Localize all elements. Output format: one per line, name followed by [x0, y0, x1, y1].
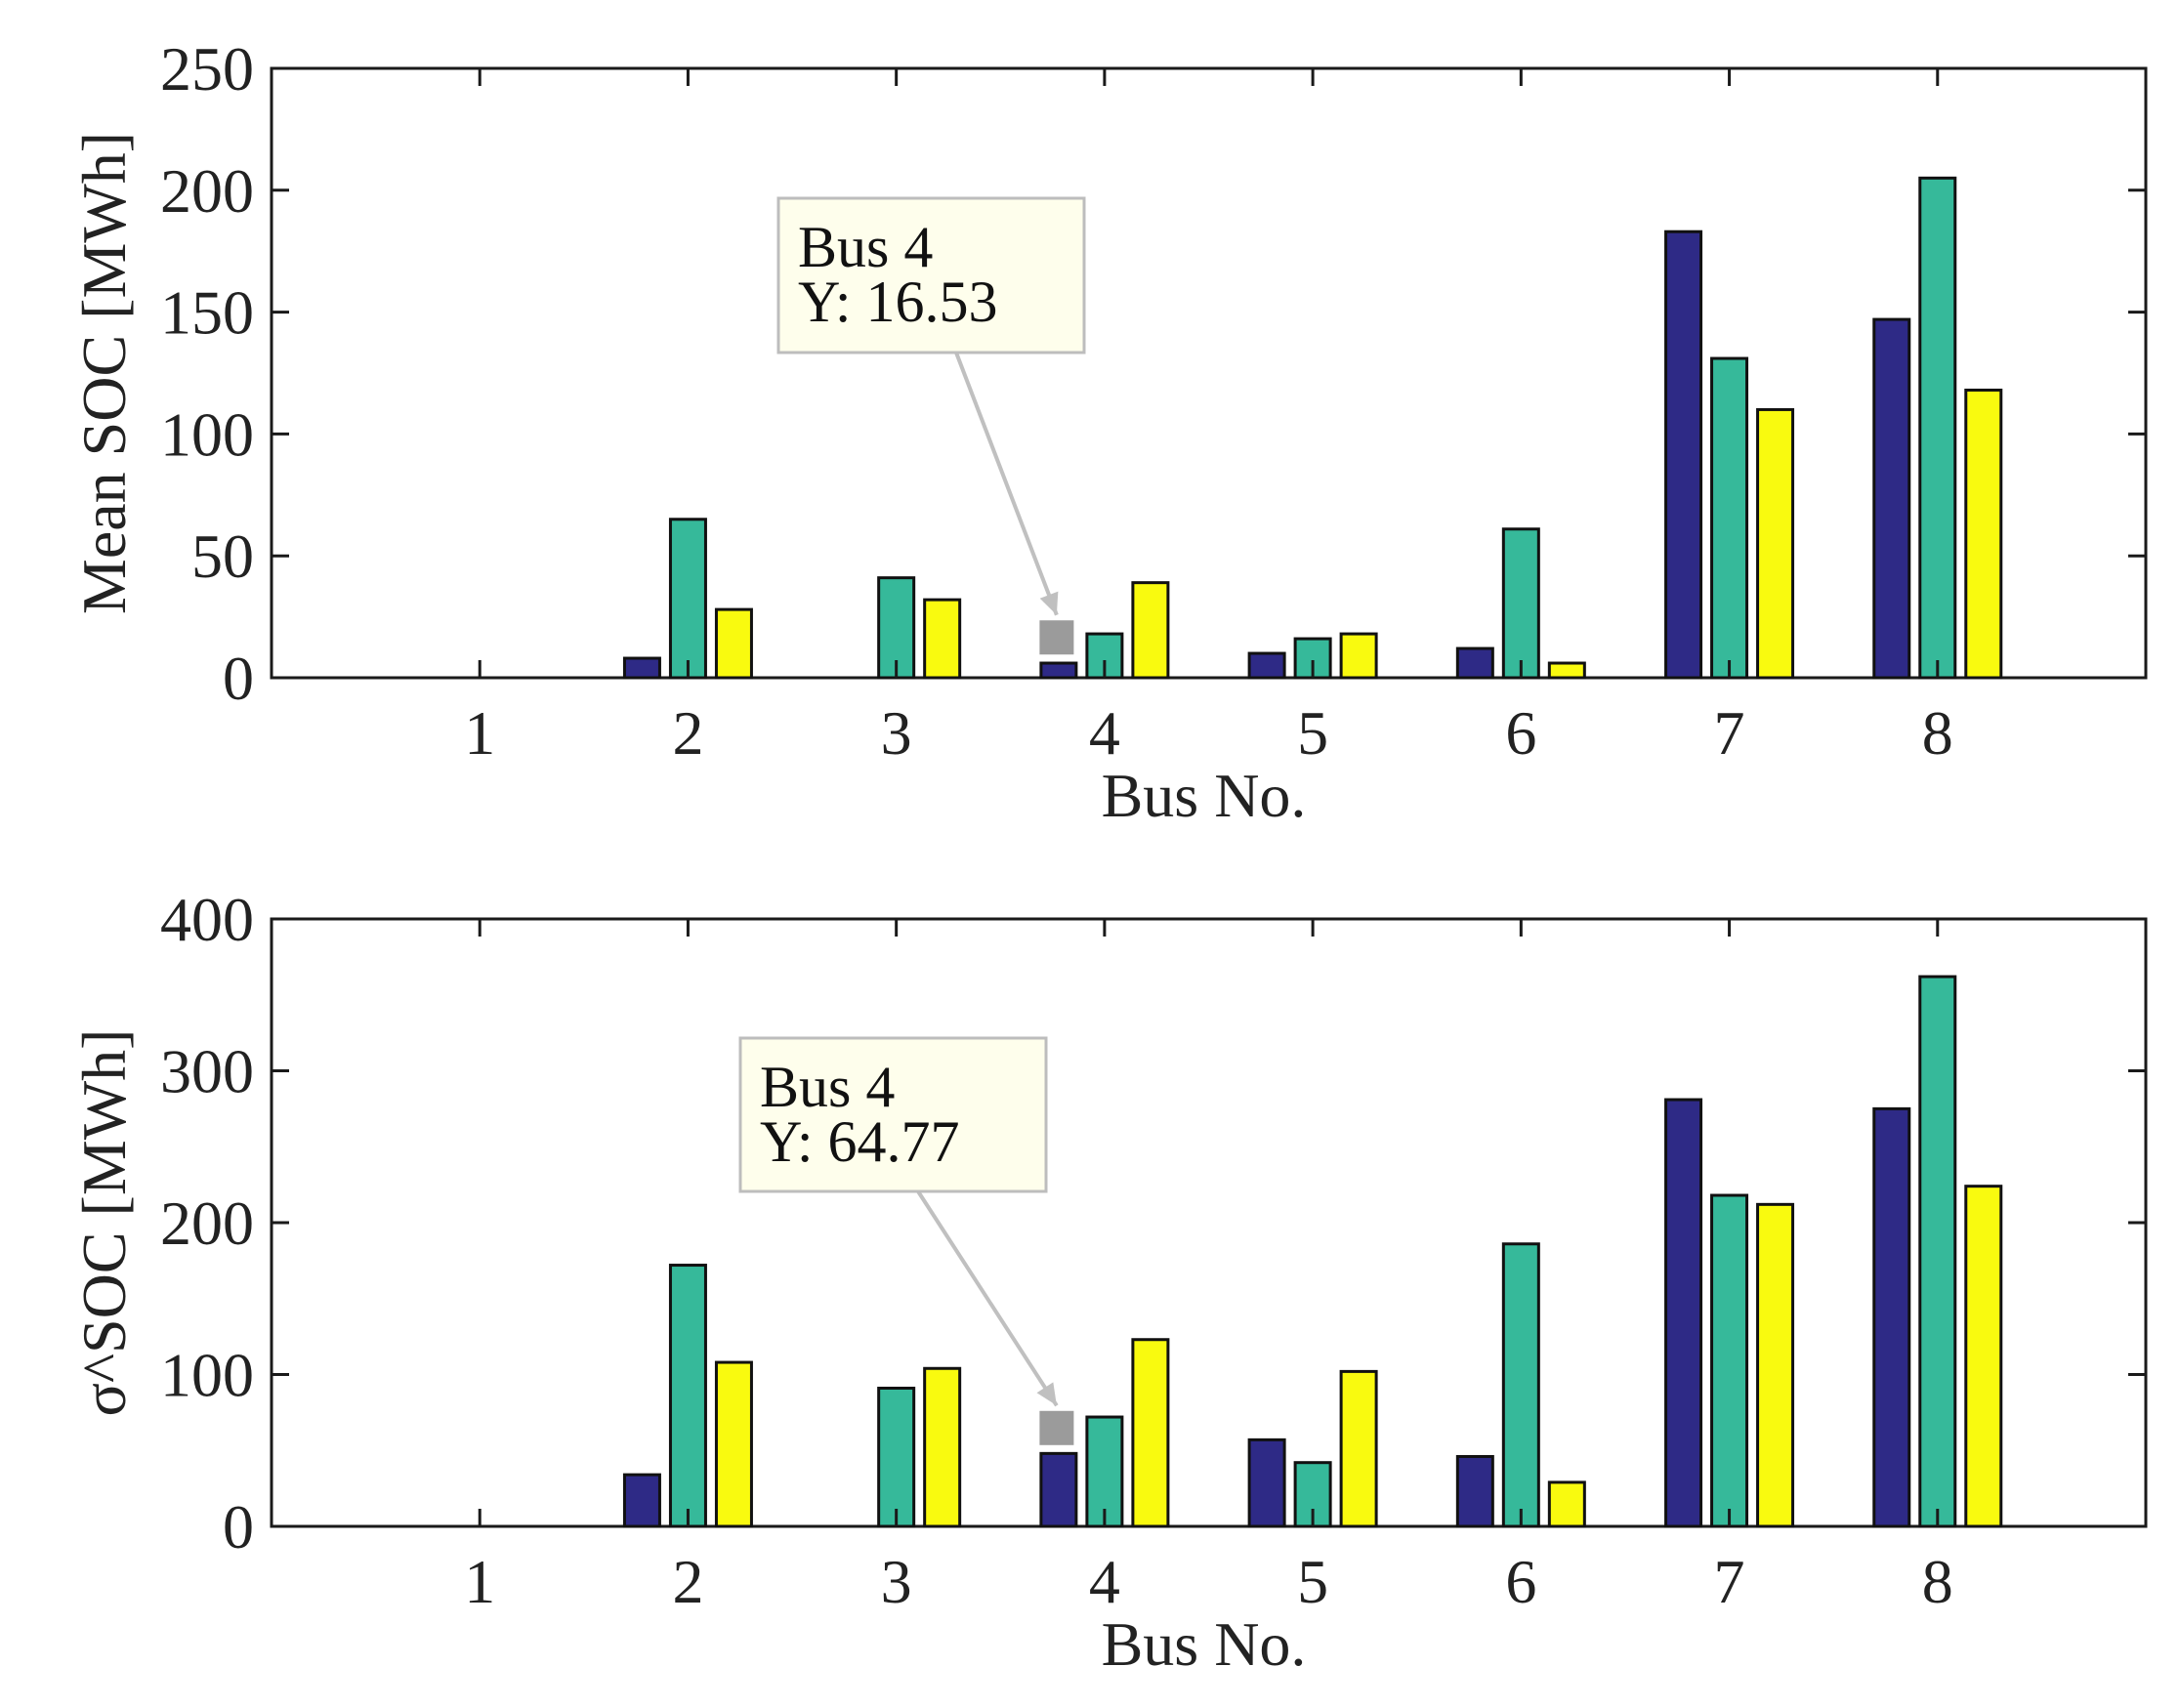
- bar-bus-2-series-3[interactable]: [714, 1360, 753, 1528]
- bar-bus-4-series-3[interactable]: [1131, 1338, 1170, 1528]
- bar-bus-2-series-2[interactable]: [668, 1264, 707, 1528]
- bar-bus-8-series-1[interactable]: [1872, 1106, 1911, 1528]
- x-tick-label: 8: [1922, 698, 1953, 768]
- bars-group: [622, 176, 2003, 680]
- y-ticks: 0 100 200 300 400: [160, 885, 2146, 1562]
- datatip-marker[interactable]: [1036, 617, 1077, 658]
- bar-bus-3-series-3[interactable]: [923, 598, 962, 680]
- datatip-pointer-head: [1036, 1382, 1057, 1406]
- datatip[interactable]: Bus 4 Y: 16.53: [776, 196, 1086, 658]
- axes-box: [270, 917, 2148, 1528]
- x-ticks: 1 2 3 4 5 6 7 8: [464, 919, 1953, 1616]
- x-axis-label: Bus No.: [1102, 1609, 1307, 1679]
- y-tick-label: 100: [160, 1341, 254, 1410]
- datatip-box[interactable]: [738, 1036, 1048, 1193]
- x-ticks: 1 2 3 4 5 6 7 8: [464, 68, 1953, 768]
- y-tick-label: 100: [160, 399, 254, 469]
- bar-bus-8-series-2[interactable]: [1918, 176, 1957, 680]
- bar-bus-6-series-1[interactable]: [1455, 1454, 1494, 1528]
- y-tick-label: 0: [223, 644, 254, 713]
- x-tick-label: 1: [464, 1547, 495, 1616]
- x-tick-label: 6: [1505, 1547, 1536, 1616]
- datatip-label: Bus 4: [798, 215, 933, 279]
- bar-bus-5-series-1[interactable]: [1247, 651, 1286, 680]
- bar-bus-4-series-3[interactable]: [1131, 581, 1170, 680]
- y-tick-label: 150: [160, 278, 254, 348]
- x-tick-label: 5: [1297, 698, 1328, 768]
- bar-bus-2-series-3[interactable]: [714, 607, 753, 680]
- y-axis-label: Mean SOC [MWh]: [69, 132, 139, 614]
- x-tick-label: 7: [1714, 698, 1745, 768]
- datatip-marker[interactable]: [1036, 1407, 1077, 1448]
- y-tick-label: 0: [223, 1492, 254, 1562]
- bar-bus-7-series-2[interactable]: [1710, 356, 1749, 680]
- bar-bus-8-series-1[interactable]: [1872, 317, 1911, 680]
- x-tick-label: 2: [672, 698, 703, 768]
- bar-bus-8-series-3[interactable]: [1964, 1185, 2003, 1528]
- bar-bus-6-series-3[interactable]: [1547, 661, 1586, 680]
- bar-bus-7-series-2[interactable]: [1710, 1193, 1749, 1528]
- x-tick-label: 7: [1714, 1547, 1745, 1616]
- bar-bus-6-series-1[interactable]: [1455, 646, 1494, 680]
- y-tick-label: 400: [160, 885, 254, 954]
- bar-bus-6-series-2[interactable]: [1501, 1242, 1540, 1528]
- x-tick-label: 4: [1089, 1547, 1120, 1616]
- axes-box: [270, 66, 2148, 680]
- bar-bus-6-series-3[interactable]: [1547, 1480, 1586, 1528]
- y-tick-label: 200: [160, 156, 254, 226]
- datatip-value: Y: 16.53: [798, 270, 998, 334]
- x-tick-label: 1: [464, 698, 495, 768]
- x-tick-label: 3: [881, 698, 912, 768]
- datatip-pointer: [916, 1189, 1059, 1407]
- bar-bus-7-series-3[interactable]: [1756, 407, 1795, 680]
- bar-bus-5-series-3[interactable]: [1339, 1369, 1378, 1528]
- y-tick-label: 50: [191, 521, 254, 591]
- datatip-box[interactable]: [776, 196, 1086, 354]
- bar-bus-2-series-1[interactable]: [622, 656, 661, 680]
- bar-bus-2-series-1[interactable]: [622, 1473, 661, 1528]
- bar-bus-8-series-3[interactable]: [1964, 388, 2003, 680]
- bar-bus-5-series-1[interactable]: [1247, 1437, 1286, 1528]
- bar-bus-7-series-3[interactable]: [1756, 1202, 1795, 1528]
- x-tick-label: 2: [672, 1547, 703, 1616]
- bar-bus-7-series-1[interactable]: [1664, 229, 1703, 680]
- x-tick-label: 8: [1922, 1547, 1953, 1616]
- bar-bus-4-series-1[interactable]: [1039, 1451, 1078, 1528]
- y-tick-label: 200: [160, 1188, 254, 1258]
- datatip-value: Y: 64.77: [760, 1109, 960, 1174]
- datatip-pointer: [954, 352, 1059, 616]
- bars-group: [622, 975, 2003, 1528]
- datatip-pointer-head: [1039, 591, 1059, 615]
- bar-bus-8-series-2[interactable]: [1918, 975, 1957, 1528]
- x-tick-label: 3: [881, 1547, 912, 1616]
- x-tick-label: 5: [1297, 1547, 1328, 1616]
- y-ticks: 0 50 100 150 200 250: [160, 34, 2146, 713]
- bar-bus-6-series-2[interactable]: [1501, 527, 1540, 680]
- bar-bus-2-series-2[interactable]: [668, 518, 707, 680]
- bar-bus-3-series-3[interactable]: [923, 1366, 962, 1528]
- y-axis-label: σ^SOC [MWh]: [69, 1029, 139, 1417]
- datatip[interactable]: Bus 4 Y: 64.77: [738, 1036, 1077, 1448]
- x-tick-label: 4: [1089, 698, 1120, 768]
- bar-bus-4-series-1[interactable]: [1039, 661, 1078, 680]
- sigma-soc-chart: 0 100 200 300 400 1 2 3 4 5 6 7 8 σ^SOC [MWh] Bus N…: [69, 885, 2148, 1679]
- x-tick-label: 6: [1505, 698, 1536, 768]
- y-tick-label: 250: [160, 34, 254, 104]
- bar-bus-3-series-2[interactable]: [877, 1386, 916, 1528]
- bar-bus-5-series-3[interactable]: [1339, 632, 1378, 680]
- x-axis-label: Bus No.: [1102, 761, 1307, 830]
- y-tick-label: 300: [160, 1037, 254, 1106]
- datatip-label: Bus 4: [760, 1055, 895, 1119]
- bar-bus-7-series-1[interactable]: [1664, 1098, 1703, 1528]
